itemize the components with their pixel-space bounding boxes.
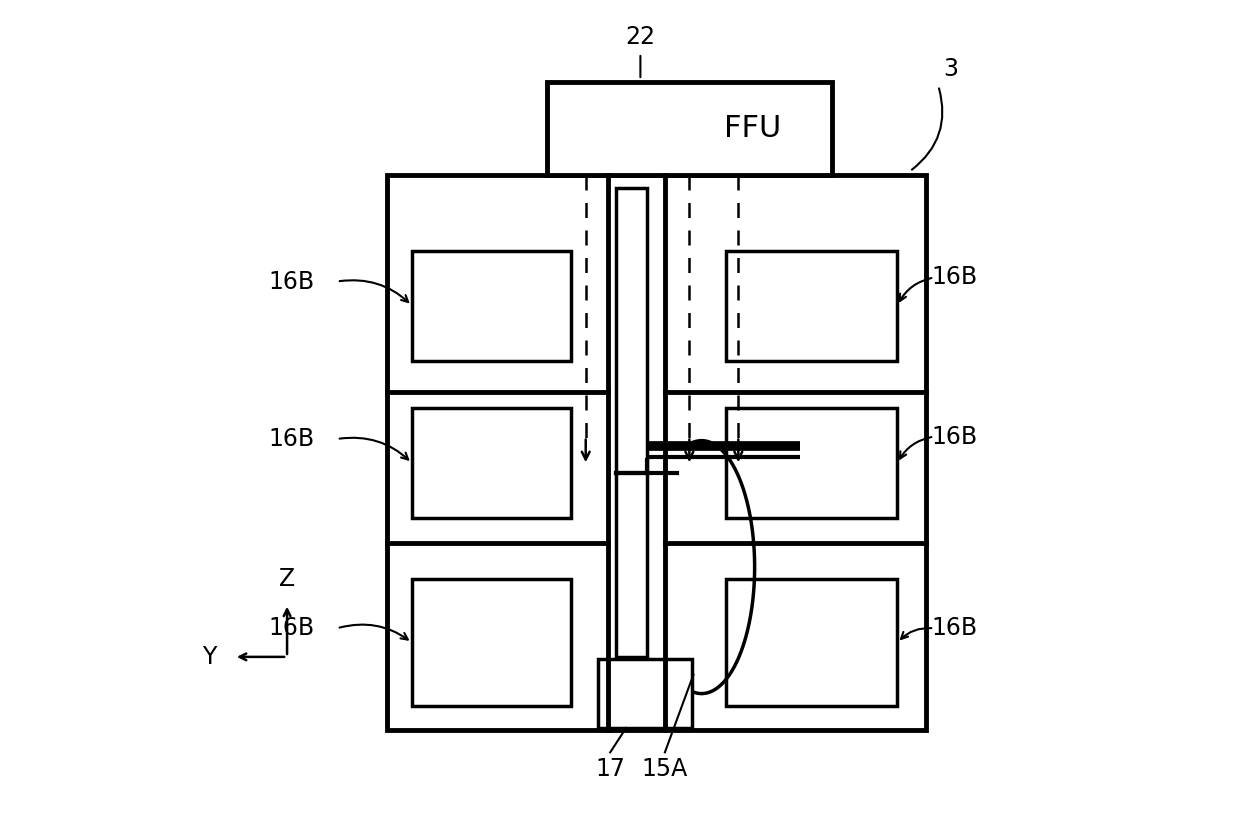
Text: 16B: 16B [269,269,315,294]
Text: 16B: 16B [931,265,977,290]
Text: 16B: 16B [931,424,977,449]
Bar [727,408,898,518]
Text: 15A: 15A [642,756,688,781]
Text: 3: 3 [942,57,959,82]
Bar [616,188,647,657]
Bar [412,251,572,361]
Text: 16B: 16B [269,427,315,451]
Bar [598,659,692,728]
Text: 17: 17 [595,756,625,781]
Bar [547,82,832,175]
Bar [412,579,572,706]
Text: 16B: 16B [269,616,315,641]
Text: 22: 22 [625,24,656,49]
Text: Y: Y [202,645,217,669]
Bar [387,175,926,730]
Text: FFU: FFU [724,114,781,143]
Text: 16B: 16B [931,616,977,641]
Text: Z: Z [279,567,295,592]
Bar [727,251,898,361]
Bar [412,408,572,518]
Bar [727,579,898,706]
